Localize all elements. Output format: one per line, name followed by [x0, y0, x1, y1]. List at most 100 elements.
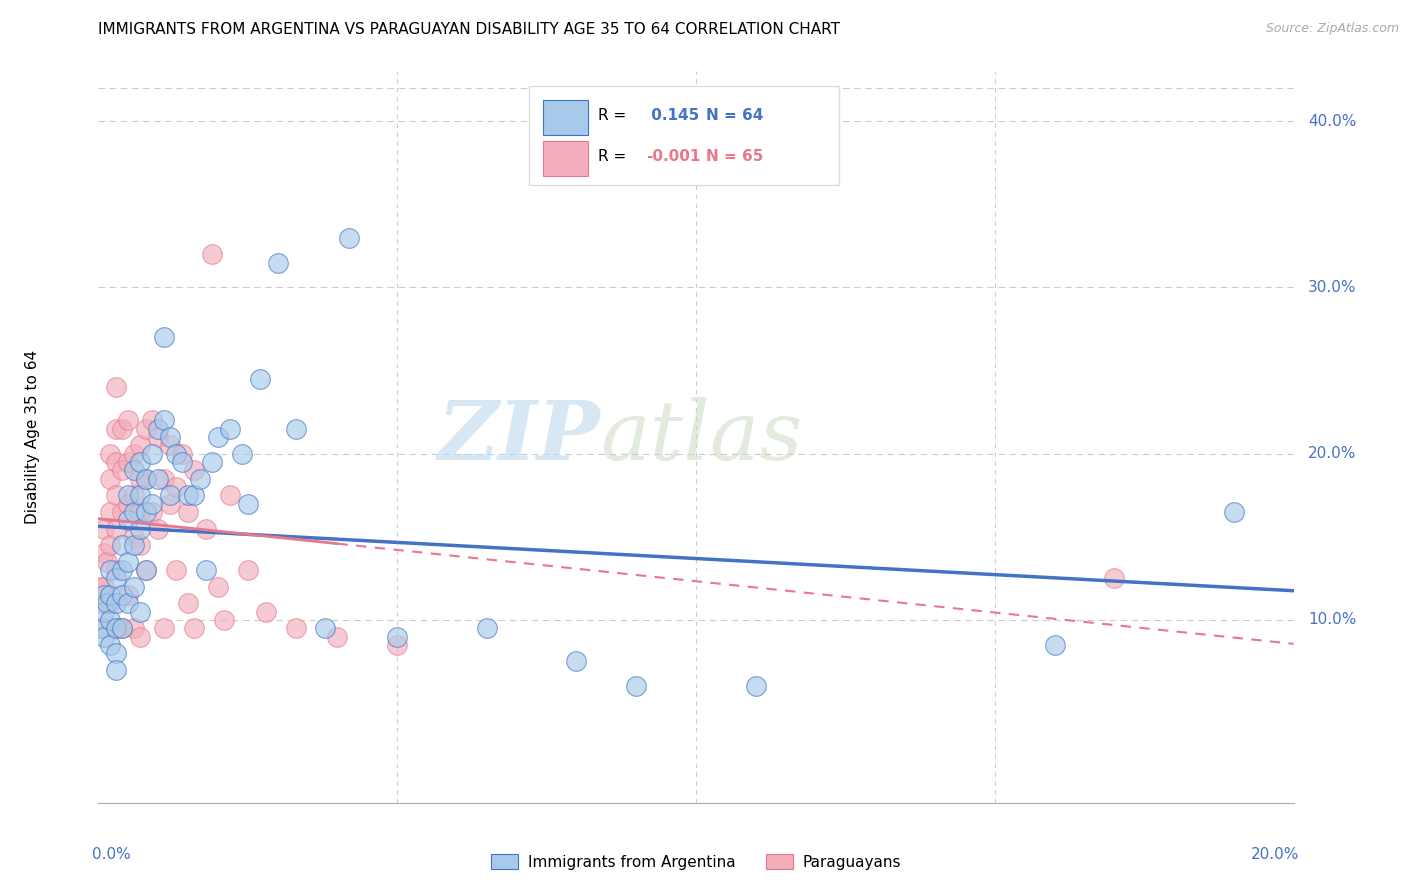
Point	[135, 472, 157, 486]
Point	[624, 680, 647, 694]
Point	[1104, 571, 1126, 585]
Point	[129, 488, 152, 502]
Point	[219, 488, 242, 502]
Point	[129, 472, 152, 486]
Point	[177, 596, 200, 610]
Point	[141, 413, 163, 427]
Point	[98, 588, 122, 602]
Point	[284, 422, 307, 436]
Point	[117, 513, 139, 527]
Text: 10.0%: 10.0%	[1308, 613, 1357, 627]
Point	[153, 472, 176, 486]
Text: 0.0%: 0.0%	[93, 847, 131, 862]
Point	[565, 655, 588, 669]
Point	[129, 605, 152, 619]
Point	[111, 422, 134, 436]
Point	[165, 480, 187, 494]
Point	[326, 630, 349, 644]
FancyBboxPatch shape	[543, 100, 588, 135]
Text: N = 64: N = 64	[706, 108, 763, 123]
Point	[98, 596, 122, 610]
Point	[212, 613, 235, 627]
Point	[111, 538, 134, 552]
Point	[1043, 638, 1066, 652]
Point	[111, 563, 134, 577]
Point	[93, 630, 115, 644]
Point	[124, 580, 146, 594]
Point	[475, 621, 498, 635]
Point	[339, 230, 360, 244]
Point	[117, 588, 139, 602]
Point	[153, 413, 176, 427]
Point	[141, 505, 163, 519]
Point	[117, 455, 139, 469]
Point	[105, 488, 128, 502]
Point	[124, 538, 146, 552]
Point	[93, 588, 115, 602]
Point	[105, 621, 128, 635]
Point	[96, 596, 118, 610]
Text: N = 65: N = 65	[706, 150, 763, 164]
Point	[135, 563, 157, 577]
Point	[745, 680, 768, 694]
Point	[93, 605, 115, 619]
Point	[111, 463, 134, 477]
Point	[90, 621, 112, 635]
Point	[135, 422, 157, 436]
Text: 0.145: 0.145	[645, 108, 699, 123]
Point	[93, 546, 115, 560]
Point	[207, 580, 229, 594]
Point	[93, 580, 115, 594]
Point	[129, 438, 152, 452]
Text: 40.0%: 40.0%	[1308, 114, 1357, 128]
Point	[135, 472, 157, 486]
Legend: Immigrants from Argentina, Paraguayans: Immigrants from Argentina, Paraguayans	[485, 847, 907, 876]
Text: Disability Age 35 to 64: Disability Age 35 to 64	[25, 350, 41, 524]
Point	[124, 530, 146, 544]
Point	[124, 505, 146, 519]
Point	[188, 472, 211, 486]
Point	[124, 447, 146, 461]
Point	[284, 621, 307, 635]
Point	[117, 497, 139, 511]
Text: 20.0%: 20.0%	[1251, 847, 1299, 862]
Point	[194, 563, 218, 577]
Text: 20.0%: 20.0%	[1308, 446, 1357, 461]
Point	[98, 563, 122, 577]
Point	[105, 380, 128, 394]
Point	[124, 463, 146, 477]
Point	[267, 255, 290, 269]
Point	[129, 521, 152, 535]
Point	[98, 638, 122, 652]
Point	[153, 330, 176, 344]
Point	[105, 571, 128, 585]
Point	[124, 621, 146, 635]
Point	[315, 621, 337, 635]
Point	[148, 422, 170, 436]
Text: Source: ZipAtlas.com: Source: ZipAtlas.com	[1265, 22, 1399, 36]
Point	[105, 646, 128, 660]
Point	[172, 455, 194, 469]
Point	[105, 422, 128, 436]
Point	[96, 555, 118, 569]
Text: R =: R =	[598, 108, 631, 123]
Point	[98, 538, 122, 552]
Point	[117, 555, 139, 569]
Point	[98, 505, 122, 519]
Point	[124, 488, 146, 502]
Point	[148, 472, 170, 486]
Point	[159, 430, 181, 444]
Point	[148, 430, 170, 444]
Point	[111, 621, 134, 635]
Point	[153, 621, 176, 635]
Point	[159, 488, 181, 502]
Point	[1223, 505, 1246, 519]
Point	[129, 505, 152, 519]
Text: -0.001: -0.001	[645, 150, 700, 164]
Point	[148, 521, 170, 535]
Point	[105, 596, 128, 610]
Point	[89, 580, 111, 594]
Point	[111, 588, 134, 602]
Point	[165, 563, 187, 577]
Point	[135, 505, 157, 519]
